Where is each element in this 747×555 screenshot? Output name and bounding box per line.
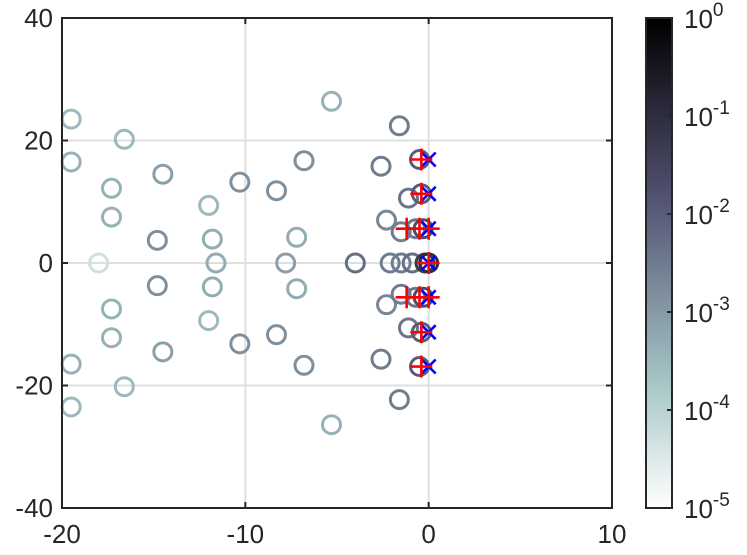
circle-marker [146,275,168,297]
x-tick-label: 0 [421,519,435,549]
colorbar-tick-label: 10-3 [684,294,730,328]
colorbar-tick-base: 10 [684,494,713,524]
circle-marker [101,327,122,349]
circle-marker [101,206,122,228]
colorbar-tick-base: 10 [684,4,713,34]
circle-marker [388,115,410,137]
circle-marker [152,341,174,363]
y-tick-label: -40 [15,493,53,523]
y-tick-label: -20 [15,371,53,401]
colorbar-tick-base: 10 [684,298,713,328]
circle-marker [321,414,342,436]
circle-marker [293,354,315,376]
colorbar-tick-label: 10-5 [684,490,730,524]
colorbar-tick-label: 10-4 [684,392,730,426]
colorbar-tick-exponent: -3 [713,294,730,315]
circle-marker [229,171,251,193]
colorbar-tick-label: 10-1 [684,98,730,132]
colorbar-tick-label: 100 [684,0,724,34]
plus-marker [410,182,433,205]
circle-marker [344,252,366,274]
y-tick-label: 40 [24,3,53,33]
colorbar-tick-exponent: -4 [713,392,730,413]
circle-marker [321,90,342,112]
circle-marker [370,155,392,177]
circle-marker [113,376,135,398]
x-tick-label: -10 [227,519,265,549]
circle-marker [286,278,308,300]
circle-marker [146,229,168,251]
circle-marker [113,128,135,150]
circle-marker [376,209,397,231]
circle-marker [379,252,401,274]
circle-marker [88,252,110,274]
circle-marker [293,150,315,172]
plus-marker [417,217,440,240]
circle-marker [198,310,220,332]
circle-marker [370,348,392,370]
circle-marker [266,324,287,346]
plus-marker [417,252,440,274]
circle-marker [198,194,220,216]
x-tick-label: -20 [43,519,81,549]
circle-marker [390,283,412,305]
plus-marker [410,148,433,171]
circle-marker [390,221,412,243]
plus-marker [410,321,433,344]
circle-marker [101,298,122,320]
colorbar-tick-label: 10-2 [684,196,730,230]
colorbar-tick-exponent: -5 [713,490,730,511]
colorbar-tick-base: 10 [684,200,713,230]
colorbar-tick-base: 10 [684,396,713,426]
circle-marker [376,294,397,316]
plus-marker [410,355,433,378]
y-tick-label: 20 [24,126,53,156]
series-plus [395,148,440,378]
colorbar-tick-base: 10 [684,102,713,132]
circle-marker [398,317,419,339]
circle-marker [398,187,419,209]
circle-marker [390,252,412,274]
circle-marker [388,389,410,411]
circle-marker [101,177,122,199]
colorbar-bar [645,17,673,509]
colorbar-tick-exponent: -2 [713,196,730,217]
colorbar-tick-exponent: -1 [713,98,730,119]
circle-marker [275,252,297,274]
circle-marker [201,276,223,298]
circle-marker [286,226,308,248]
circle-marker [229,333,251,355]
circle-marker [152,163,174,185]
x-tick-label: 10 [598,519,627,549]
plus-marker [417,286,440,309]
circle-marker [266,180,287,202]
colorbar-tick-exponent: 0 [713,0,724,21]
y-tick-label: 0 [39,248,53,278]
circle-marker [201,228,223,250]
circle-marker [205,252,227,274]
